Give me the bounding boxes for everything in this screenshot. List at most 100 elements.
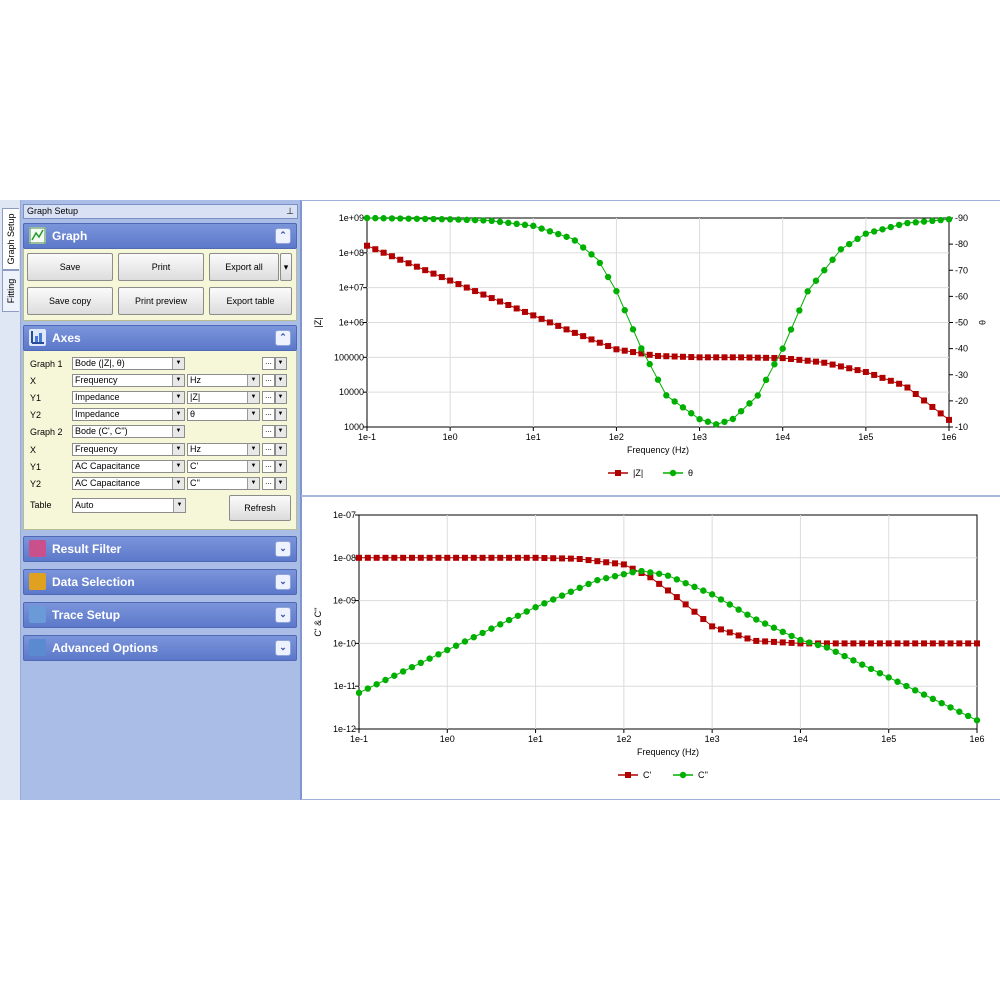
expand-down-icon[interactable]: ⌄ [275,541,291,557]
collapsed-section-title: Trace Setup [52,608,121,622]
dropdown-arrow-icon: ▼ [247,409,259,421]
ellipsis-button[interactable]: ... [262,391,275,405]
series-marker [588,251,595,258]
axes-unit-select[interactable]: Hz ▼ [187,442,260,456]
collapsed-section-header[interactable]: Result Filter ⌄ [23,536,297,562]
axes-quantity-select[interactable]: Bode (|Z|, θ) ▼ [72,357,185,370]
refresh-button[interactable]: Refresh [229,495,291,521]
dropdown-arrow-icon: ▼ [247,375,259,387]
collapse-up-icon[interactable]: ⌃ [275,330,291,346]
export-all-button[interactable]: Export all [209,253,279,281]
axes-style-select[interactable]: ▼ [275,374,287,388]
axes-quantity-select[interactable]: AC Capacitance ▼ [72,476,185,490]
collapse-up-icon[interactable]: ⌃ [275,228,291,244]
export-table-button[interactable]: Export table [209,287,292,315]
ellipsis-button[interactable]: ... [262,425,275,439]
series-marker [829,361,836,368]
axes-quantity-select[interactable]: Bode (C', C'') ▼ [72,425,185,439]
series-marker [563,326,570,333]
save-copy-button[interactable]: Save copy [27,287,113,315]
series-marker [832,648,839,655]
table-select[interactable]: Auto ▼ [72,498,186,513]
axes-style-select[interactable]: ▼ [275,459,287,473]
axes-unit-select[interactable]: C'' ▼ [187,476,260,490]
pin-icon[interactable]: ⊥ [286,206,294,216]
chart-separator[interactable] [301,495,1000,497]
x-tick-label: 1e5 [858,432,873,442]
advanced-options-icon [29,639,46,656]
axes-unit-select[interactable]: θ ▼ [187,408,260,422]
series-marker [904,384,911,391]
collapsed-section-header[interactable]: Advanced Options ⌄ [23,635,297,661]
y-tick-label: 1e+06 [339,318,364,328]
bode-impedance-chart: 1e-1 1e0 1e1 1e2 1e3 1e4 1e5 1e6 1000 10000 100000… [313,213,987,478]
series-marker [846,365,853,372]
print-button[interactable]: Print [118,253,204,281]
axes-unit-select[interactable]: |Z| ▼ [187,391,260,405]
axes-style-select[interactable]: ▼ [275,476,287,490]
ellipsis-button[interactable]: ... [262,476,275,490]
series-marker [603,559,610,566]
series-marker [885,674,892,681]
series-marker [405,215,412,222]
series-marker [621,307,628,314]
axes-quantity-select[interactable]: AC Capacitance ▼ [72,459,185,473]
tab-fitting[interactable]: Fitting [2,270,19,312]
series-marker [876,669,884,677]
series-marker [647,574,654,581]
axes-style-select[interactable]: ▼ [275,408,287,422]
series-marker [532,604,539,611]
axes-quantity-select[interactable]: Frequency ▼ [72,374,185,388]
series-marker [700,616,707,623]
series-marker [770,638,777,645]
series-marker [513,220,520,228]
series-marker [530,222,537,230]
collapsed-section-title: Data Selection [52,575,135,589]
axes-unit-select[interactable]: Hz ▼ [187,374,260,388]
axes-section-header[interactable]: Axes ⌃ [23,325,297,351]
series-marker [762,376,770,384]
ellipsis-button[interactable]: ... [262,357,275,370]
axes-style-select[interactable]: ▼ [275,391,287,405]
series-marker [388,215,396,222]
series-marker [629,568,636,576]
collapsed-section-header[interactable]: Trace Setup ⌄ [23,602,297,628]
series-marker [363,214,371,222]
series-marker [735,632,742,639]
axes-style-select[interactable]: ▼ [275,357,287,370]
axes-unit-select[interactable]: C' ▼ [187,459,260,473]
axes-style-select[interactable]: ▼ [275,442,287,456]
axes-quantity-select[interactable]: Impedance ▼ [72,391,185,405]
series-marker [546,228,554,235]
axes-quantity-select[interactable]: Frequency ▼ [72,442,185,456]
series-marker [372,214,379,222]
series-marker [538,225,545,232]
y-tick-label: 1e-08 [333,553,356,563]
expand-down-icon[interactable]: ⌄ [275,574,291,590]
ellipsis-button[interactable]: ... [262,459,275,473]
ellipsis-button[interactable]: ... [262,442,275,456]
graph-section: Graph ⌃ Save Print Export all ▾ Save cop… [23,223,297,321]
series-marker [422,215,429,223]
plot-area[interactable] [358,514,978,730]
export-all-dropdown-icon[interactable]: ▾ [280,253,292,281]
ellipsis-button[interactable]: ... [262,374,275,388]
expand-down-icon[interactable]: ⌄ [275,640,291,656]
axes-style-select[interactable]: ▼ [275,425,287,439]
x-axis-label: Frequency (Hz) [627,445,689,455]
series-marker [779,355,786,362]
ellipsis-button[interactable]: ... [262,408,275,422]
save-button[interactable]: Save [27,253,113,281]
series-marker [754,354,761,361]
axes-quantity-select[interactable]: Impedance ▼ [72,408,185,422]
dropdown-arrow-icon: ▼ [172,477,184,489]
expand-down-icon[interactable]: ⌄ [275,607,291,623]
series-marker [380,215,387,222]
collapsed-section-header[interactable]: Data Selection ⌄ [23,569,297,595]
graph-section-header[interactable]: Graph ⌃ [23,223,297,249]
print-preview-button[interactable]: Print preview [118,287,204,315]
tab-graph-setup[interactable]: Graph Setup [2,208,19,270]
series-marker [737,407,745,415]
collapsed-section-title: Result Filter [52,542,122,556]
series-marker [505,301,512,308]
